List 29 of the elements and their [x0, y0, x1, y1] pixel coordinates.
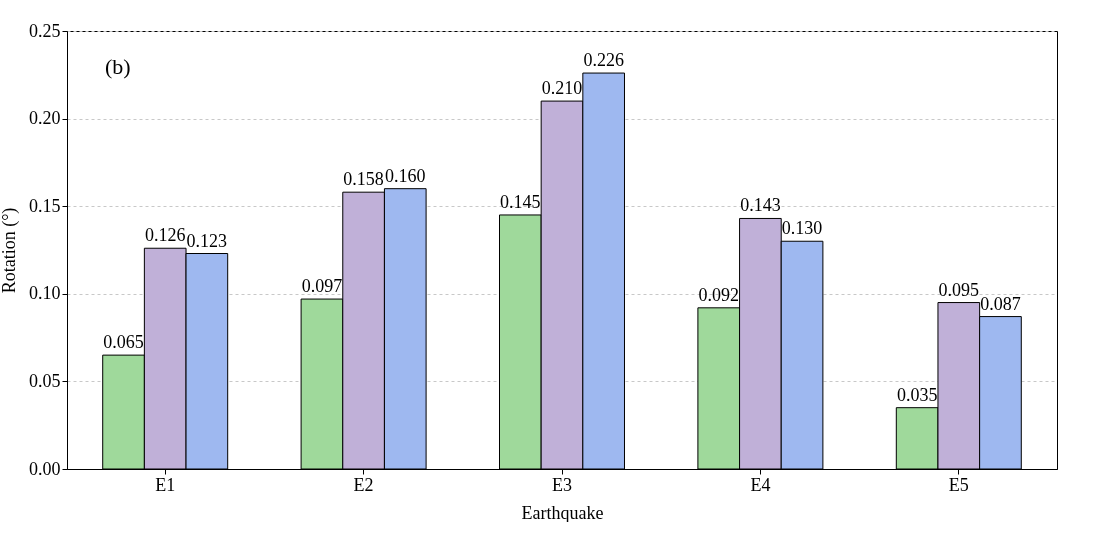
data-label: 0.226	[583, 50, 624, 71]
data-label: 0.065	[103, 332, 144, 353]
data-label: 0.035	[896, 384, 938, 405]
x-tick-label: E5	[948, 474, 969, 495]
x-tick-label: E4	[750, 474, 771, 495]
y-axis-title: Rotation (°)	[0, 207, 20, 294]
y-tick-label: 0.15	[29, 195, 61, 216]
data-label: 0.143	[740, 195, 781, 216]
annotation: (b)	[105, 54, 131, 79]
data-label: 0.095	[938, 279, 980, 300]
y-tick-label: 0.25	[29, 20, 61, 41]
data-label: 0.123	[186, 230, 228, 251]
data-label: 0.145	[500, 191, 541, 212]
data-label: 0.210	[541, 78, 583, 99]
x-tick-label: E1	[155, 474, 176, 495]
data-label: 0.130	[781, 218, 823, 239]
data-label: 0.092	[698, 284, 739, 305]
x-axis-title: Earthquake	[521, 502, 604, 523]
data-label: 0.126	[144, 225, 186, 246]
data-label: 0.158	[343, 169, 384, 190]
data-label: 0.097	[301, 276, 343, 297]
data-label: 0.087	[980, 293, 1021, 314]
x-tick-label: E2	[353, 474, 374, 495]
data-label: 0.160	[385, 165, 426, 186]
y-tick-label: 0.20	[29, 108, 61, 129]
y-tick-label: 0.00	[29, 458, 61, 479]
y-tick-label: 0.05	[29, 370, 61, 391]
y-tick-label: 0.10	[29, 283, 61, 304]
x-tick-label: E3	[552, 474, 572, 495]
